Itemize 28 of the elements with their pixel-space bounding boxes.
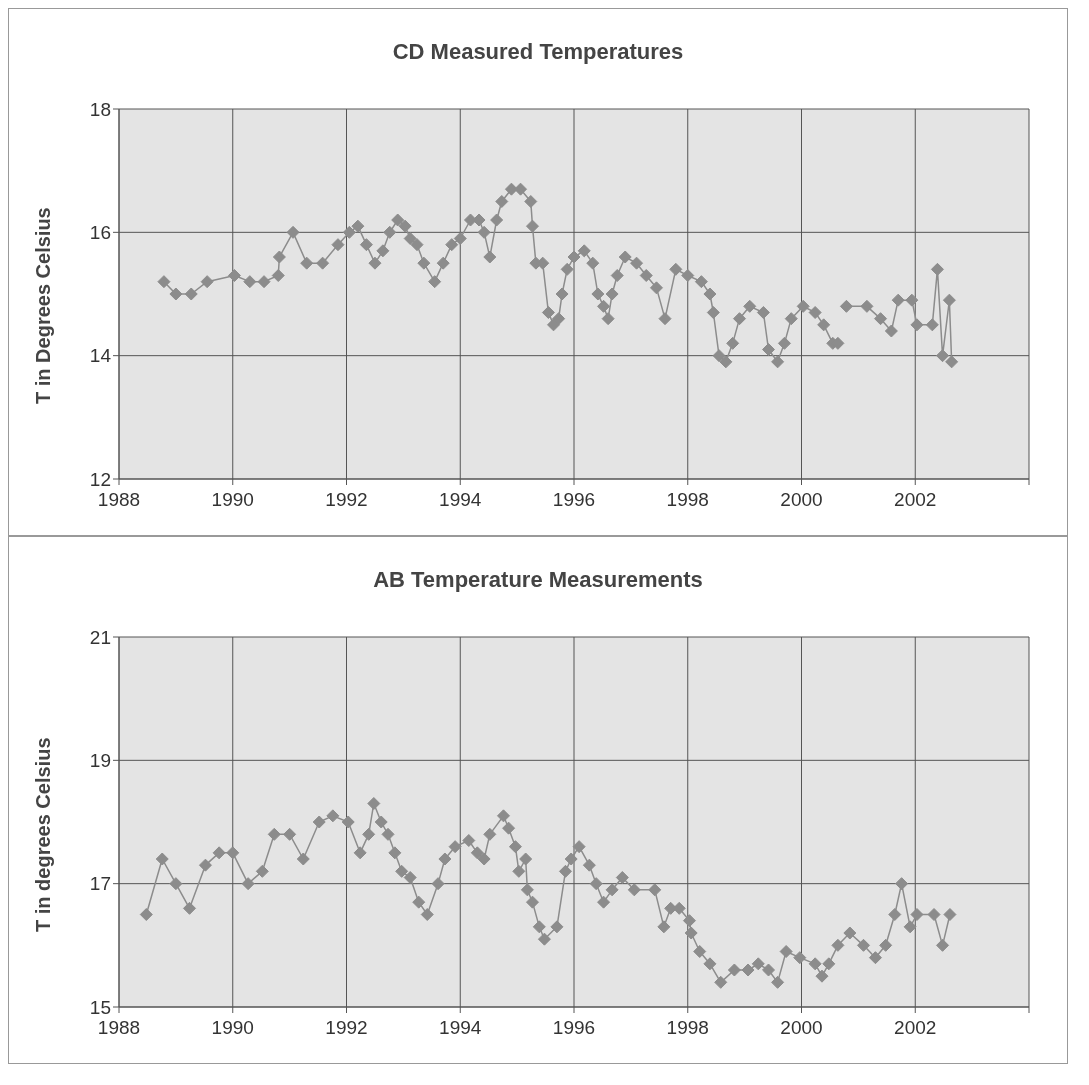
y-tick-label: 21 <box>89 626 111 648</box>
x-tick-label: 1996 <box>552 1017 596 1039</box>
x-tick-label: 2000 <box>780 1017 823 1039</box>
chart-title: CD Measured Temperatures <box>391 38 685 66</box>
y-tick-label: 16 <box>89 222 111 244</box>
y-tick-label: 18 <box>89 98 111 120</box>
y-tick-label: 12 <box>89 468 111 490</box>
x-tick-label: 1990 <box>211 1017 254 1039</box>
x-tick-label: 1988 <box>97 489 141 511</box>
x-tick-label: 1992 <box>325 1017 368 1039</box>
y-tick-label: 15 <box>89 996 111 1018</box>
y-axis-title: T in degrees Celsius <box>32 737 55 932</box>
y-tick-label: 19 <box>89 750 111 772</box>
y-tick-label: 14 <box>89 345 112 367</box>
chart-title: AB Temperature Measurements <box>372 566 704 594</box>
x-tick-label: 1994 <box>439 1017 482 1039</box>
y-axis-title: T in Degrees Celsius <box>32 207 55 404</box>
x-tick-label: 1992 <box>325 489 368 511</box>
x-tick-label: 1994 <box>439 489 482 511</box>
x-tick-label: 2002 <box>894 489 937 511</box>
x-tick-label: 1998 <box>666 1017 709 1039</box>
x-tick-label: 2000 <box>780 489 823 511</box>
x-tick-label: 1998 <box>666 489 709 511</box>
x-tick-label: 1996 <box>552 489 596 511</box>
x-tick-label: 1990 <box>211 489 254 511</box>
x-tick-label: 2002 <box>894 1017 937 1039</box>
x-tick-label: 1988 <box>97 1017 141 1039</box>
y-tick-label: 17 <box>89 873 111 895</box>
